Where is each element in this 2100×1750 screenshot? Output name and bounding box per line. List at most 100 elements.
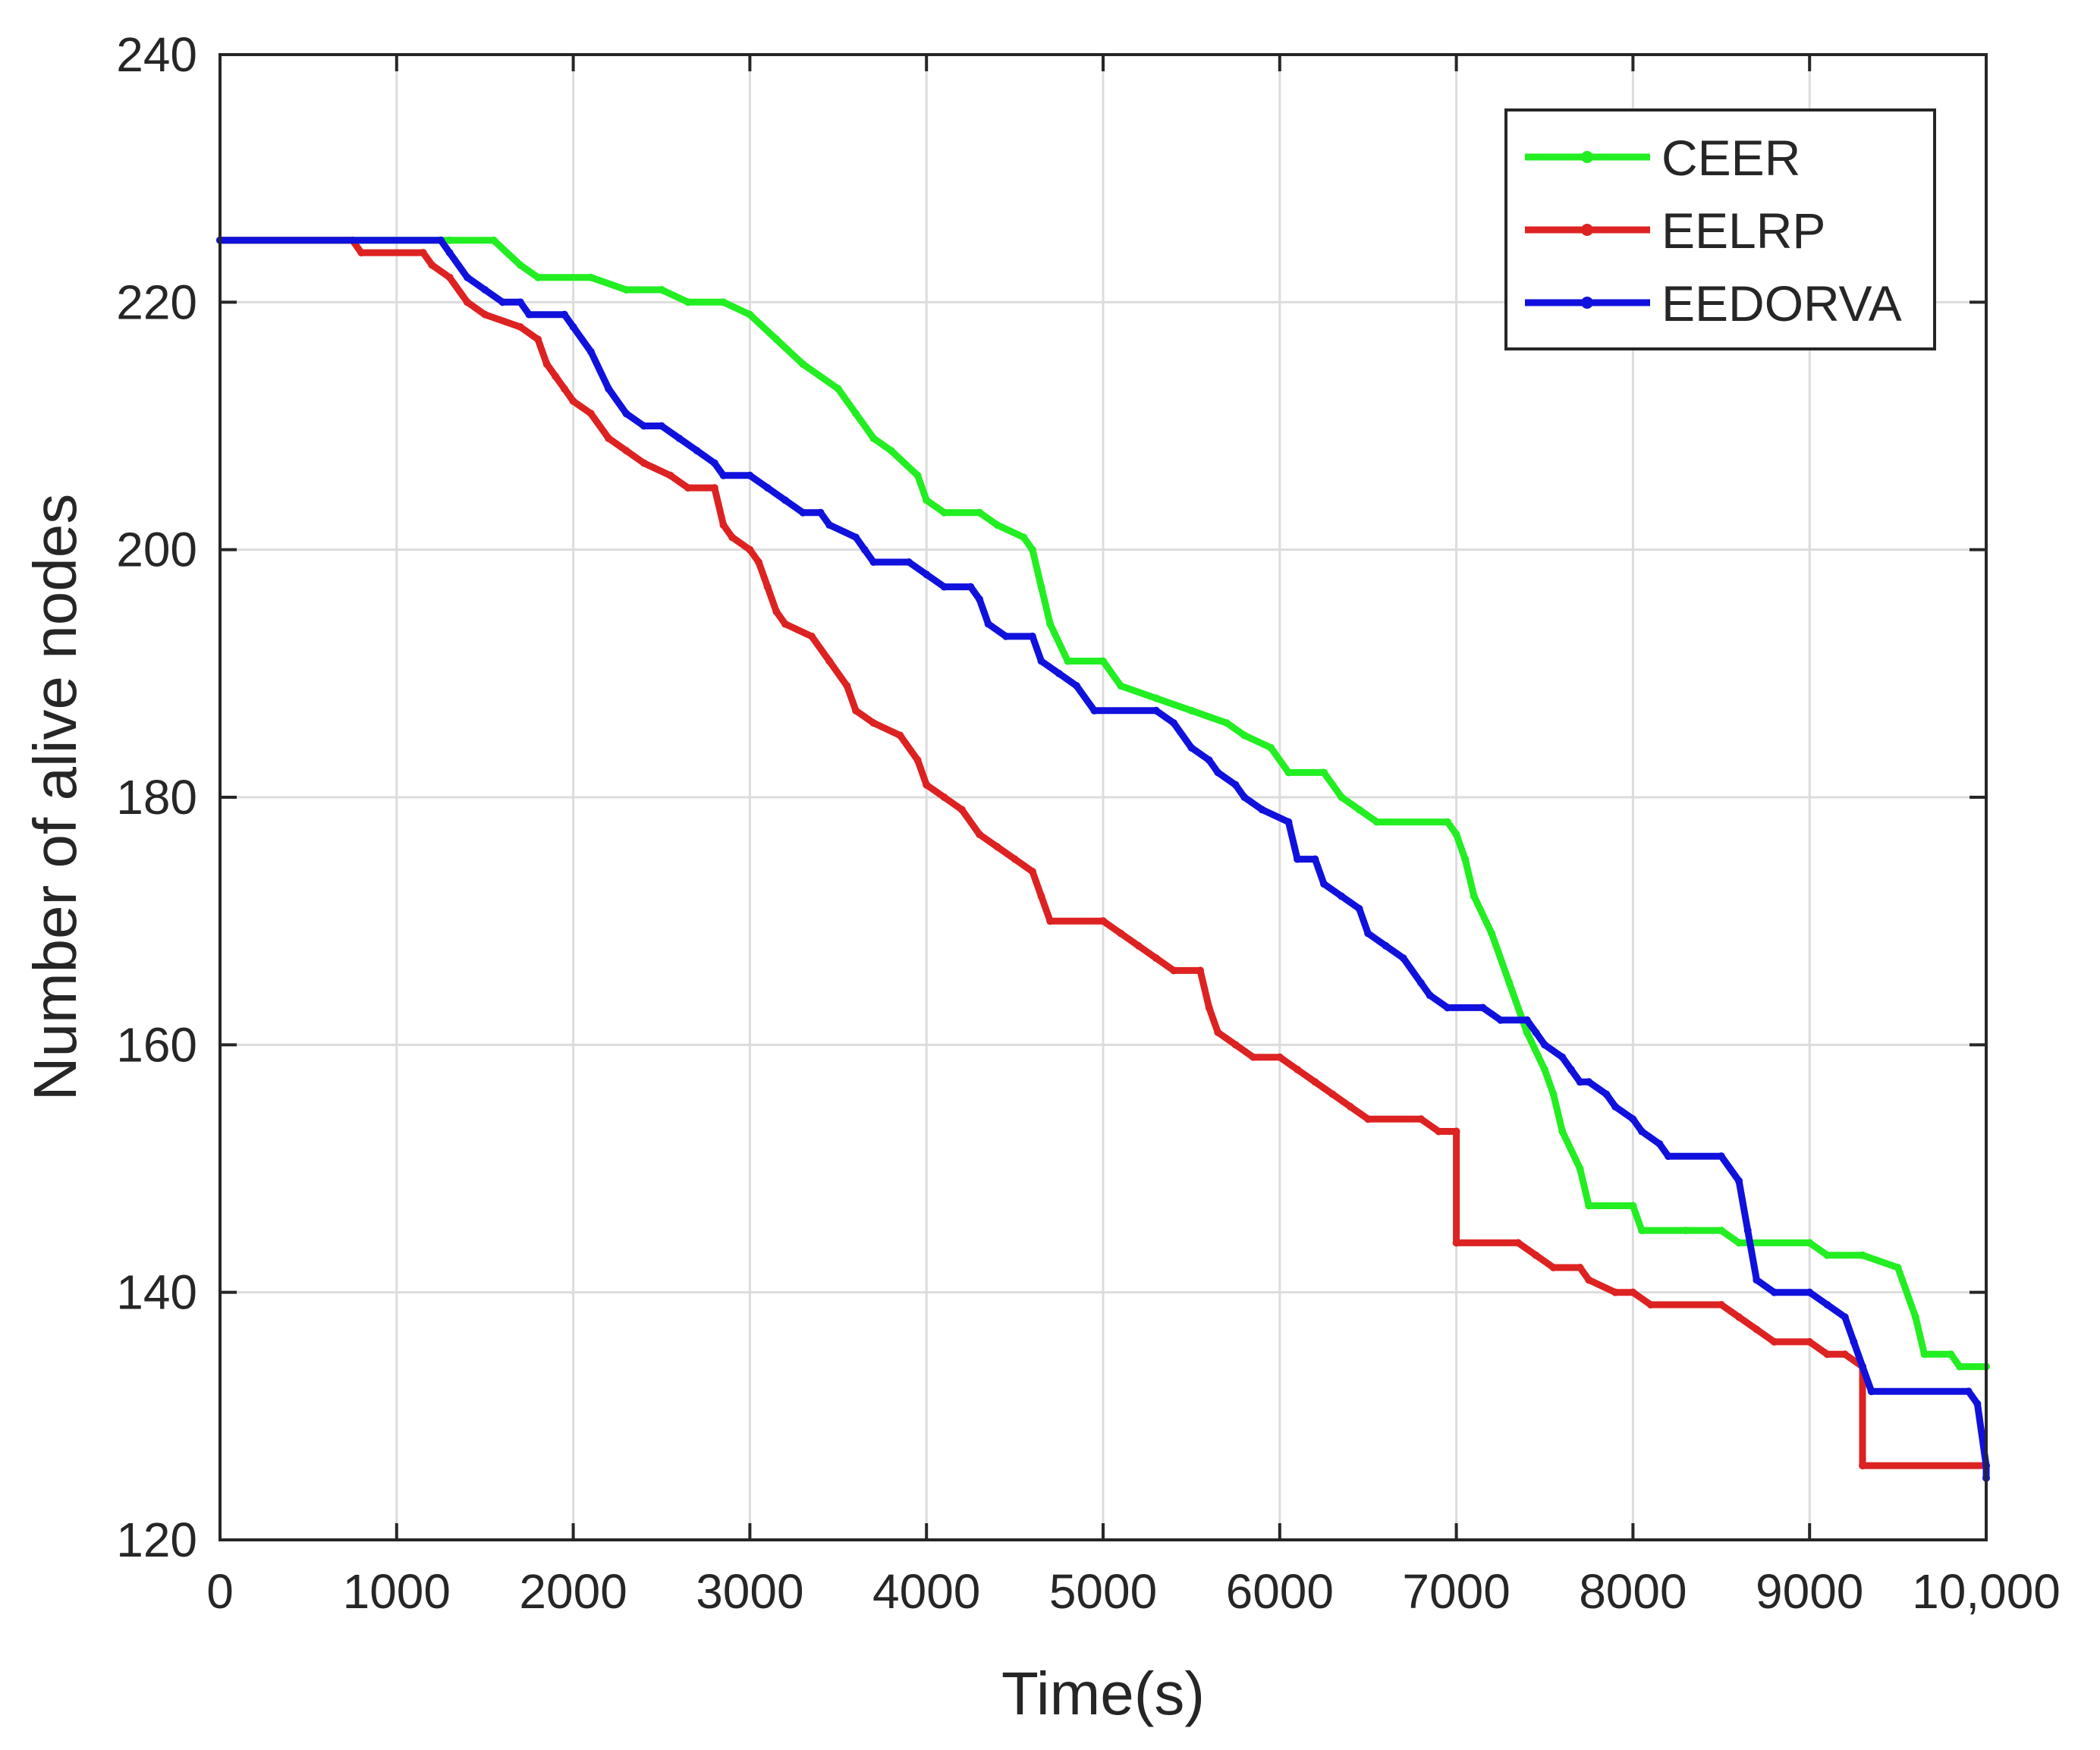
data-point-ceer [1541,1065,1548,1073]
data-point-eelrp [1611,1288,1620,1296]
data-point-eelrp [1046,917,1055,925]
data-point-ceer [1222,719,1231,727]
data-point-eelrp [869,719,878,727]
legend-marker [1581,297,1593,309]
data-point-eedorva [1717,1152,1725,1161]
data-point-ceer [534,273,542,281]
legend-marker [1581,224,1593,236]
data-point-eedorva [1576,1078,1584,1086]
data-point-ceer [1488,929,1496,938]
data-point-ceer [1020,533,1028,542]
data-point-eelrp [357,249,366,257]
data-point-eelrp [976,830,984,838]
y-tick-label: 160 [116,1017,197,1072]
data-point-eelrp [1417,1115,1426,1123]
data-point-eelrp [1152,954,1160,963]
data-point-eelrp [807,632,816,640]
data-point-eelrp [428,261,436,269]
data-point-eelrp [1576,1264,1584,1272]
data-point-ceer [834,385,842,393]
data-point-eelrp [569,397,577,405]
data-point-eedorva [1055,669,1063,677]
data-point-eelrp [763,583,772,591]
data-point-eelrp [772,608,781,616]
data-point-ceer [1117,682,1125,690]
data-point-eedorva [640,422,648,430]
data-point-eelrp [1364,1115,1372,1123]
data-point-eedorva [976,595,984,603]
data-point-ceer [1894,1264,1902,1272]
data-point-eelrp [1011,855,1019,863]
data-point-eedorva [869,558,878,566]
data-point-eelrp [1735,1313,1743,1321]
data-point-eedorva [1426,991,1434,1000]
data-point-eedorva [1355,904,1363,913]
data-point-ceer [1806,1239,1814,1247]
data-point-eedorva [1240,793,1249,801]
data-point-eedorva [1735,1177,1743,1185]
data-point-eedorva [1629,1115,1637,1123]
x-tick-label: 9000 [1756,1564,1863,1619]
data-point-eedorva [1611,1102,1620,1111]
data-point-eelrp [1585,1276,1593,1284]
data-point-eedorva [1585,1078,1593,1086]
data-point-eedorva [923,570,931,579]
data-point-eedorva [1284,818,1293,826]
data-point-ceer [1320,768,1328,777]
data-point-eedorva [1152,706,1160,715]
data-point-eelrp [843,682,851,690]
data-point-eelrp [1231,1041,1240,1049]
data-point-eedorva [1532,1029,1540,1037]
data-point-eelrp [913,756,922,765]
data-point-ceer [746,310,754,319]
data-point-eelrp [1717,1300,1725,1309]
data-point-ceer [1064,657,1072,665]
data-point-eelrp [896,731,904,740]
data-point-eedorva [940,583,948,591]
data-point-eelrp [463,298,471,306]
data-point-eedorva [1001,632,1010,640]
data-point-ceer [1267,743,1275,752]
data-point-eedorva [516,298,524,306]
data-point-ceer [887,447,895,455]
data-point-ceer [719,298,728,306]
data-point-eedorva [445,249,454,257]
data-point-ceer [1549,1090,1558,1098]
data-point-eelrp [1037,892,1045,900]
data-point-eelrp [560,385,568,393]
data-point-eelrp [1841,1350,1849,1359]
data-point-ceer [1911,1313,1919,1321]
legend-marker [1581,151,1593,163]
data-point-eelrp [605,434,613,442]
data-point-eelrp [586,410,595,418]
data-point-eelrp [481,310,489,319]
data-point-eedorva [710,459,718,467]
data-point-eedorva [1806,1288,1814,1296]
data-point-eelrp [1311,1078,1319,1086]
data-point-ceer [1576,1164,1584,1173]
x-tick-label: 6000 [1226,1564,1334,1619]
y-axis-label: Number of alive nodes [21,494,89,1101]
x-tick-label: 3000 [696,1564,803,1619]
data-point-ceer [1956,1362,1964,1371]
data-point-eedorva [586,347,595,356]
data-point-eelrp [516,322,524,331]
data-point-eelrp [852,706,860,715]
data-point-eelrp [1170,966,1178,975]
data-point-eedorva [1443,1004,1451,1012]
data-point-eelrp [940,793,948,801]
data-series [216,236,1990,1482]
data-point-ceer [1443,818,1451,826]
data-point-eedorva [1867,1387,1875,1396]
data-point-eedorva [1823,1300,1831,1309]
data-point-eedorva [799,508,807,517]
data-point-eelrp [1549,1264,1558,1272]
data-point-eedorva [1496,1016,1504,1024]
axis-ticks: 0 1000 2000 3000 4000 5000 6000 7000 8000 9000 10,… [116,27,2061,1619]
data-point-eelrp [1134,941,1143,950]
data-point-eelrp [781,620,789,628]
data-point-eedorva [746,471,754,479]
data-point-eelrp [1859,1462,1867,1470]
data-point-eelrp [1629,1288,1637,1296]
